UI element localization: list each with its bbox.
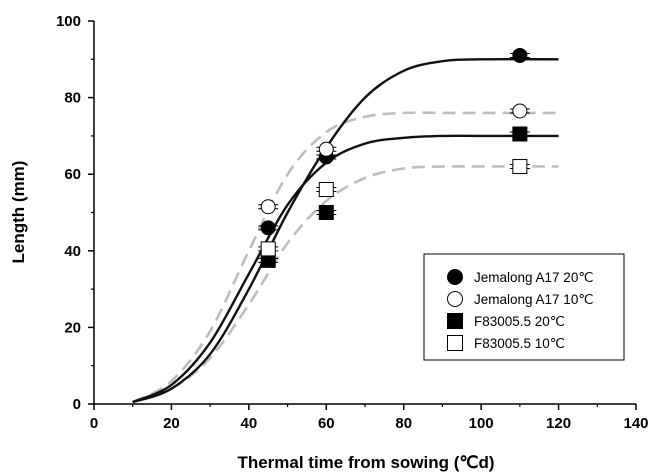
fit-curve-4 bbox=[132, 165, 559, 404]
data-point-series-2 bbox=[318, 141, 334, 157]
data-point-series-4 bbox=[512, 159, 528, 175]
y-tick-label: 40 bbox=[64, 243, 81, 260]
y-tick-label: 0 bbox=[73, 396, 81, 413]
data-point-series-4 bbox=[318, 182, 334, 198]
x-tick-label: 100 bbox=[469, 415, 494, 432]
legend-marker-4 bbox=[447, 335, 463, 351]
legend-marker-2 bbox=[447, 291, 463, 307]
x-tick-label: 60 bbox=[318, 415, 335, 432]
fit-curve-2 bbox=[132, 111, 559, 404]
x-tick-label: 20 bbox=[163, 415, 180, 432]
x-tick-label: 0 bbox=[90, 415, 98, 432]
y-axis-title: Length (mm) bbox=[9, 161, 28, 264]
x-tick-label: 140 bbox=[623, 415, 648, 432]
data-point-series-1 bbox=[260, 220, 276, 236]
legend: Jemalong A17 20℃ Jemalong A17 10℃ F83005.5… bbox=[423, 253, 625, 361]
y-tick-label: 60 bbox=[64, 166, 81, 183]
data-point-series-4 bbox=[260, 241, 276, 257]
y-tick-label: 20 bbox=[64, 319, 81, 336]
data-point-series-2 bbox=[260, 199, 276, 215]
axes: 0 20 40 60 80 100 120 140 0 20 40 60 80 100 bbox=[56, 13, 649, 432]
legend-marker-1 bbox=[447, 269, 463, 285]
data-point-series-3 bbox=[318, 205, 334, 220]
data-point-series-2 bbox=[512, 103, 528, 119]
legend-label-2: Jemalong A17 10℃ bbox=[474, 292, 594, 307]
y-tick-label: 100 bbox=[56, 13, 81, 30]
legend-label-3: F83005.5 20℃ bbox=[474, 314, 565, 329]
x-tick-label: 40 bbox=[241, 415, 258, 432]
x-tick-label: 120 bbox=[546, 415, 571, 432]
y-tick-label: 80 bbox=[64, 90, 81, 107]
x-tick-label: 80 bbox=[395, 415, 412, 432]
legend-label-4: F83005.5 10℃ bbox=[474, 336, 565, 351]
data-point-series-3 bbox=[512, 126, 528, 142]
data-point-series-1 bbox=[512, 47, 528, 63]
legend-marker-3 bbox=[447, 313, 463, 329]
data-points bbox=[258, 47, 530, 268]
x-axis-title: Thermal time from sowing (℃d) bbox=[237, 453, 494, 472]
legend-label-1: Jemalong A17 20℃ bbox=[474, 270, 594, 285]
